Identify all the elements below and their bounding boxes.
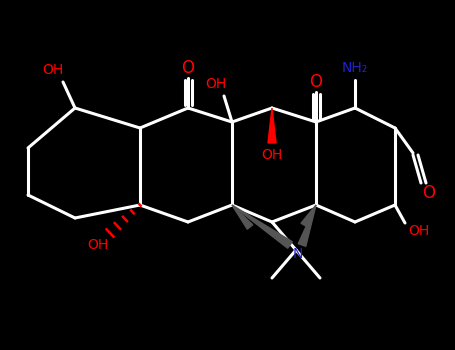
Polygon shape bbox=[298, 205, 316, 246]
Polygon shape bbox=[232, 205, 253, 229]
Text: N: N bbox=[293, 247, 303, 261]
Polygon shape bbox=[268, 108, 276, 143]
Polygon shape bbox=[232, 205, 292, 248]
Text: NH₂: NH₂ bbox=[342, 61, 368, 75]
Polygon shape bbox=[301, 205, 316, 227]
Text: OH: OH bbox=[87, 238, 109, 252]
Text: OH: OH bbox=[205, 77, 227, 91]
Text: OH: OH bbox=[261, 148, 283, 162]
Text: O: O bbox=[182, 59, 194, 77]
Text: OH: OH bbox=[409, 224, 430, 238]
Text: O: O bbox=[309, 73, 323, 91]
Text: O: O bbox=[423, 184, 435, 202]
Text: OH: OH bbox=[42, 63, 64, 77]
